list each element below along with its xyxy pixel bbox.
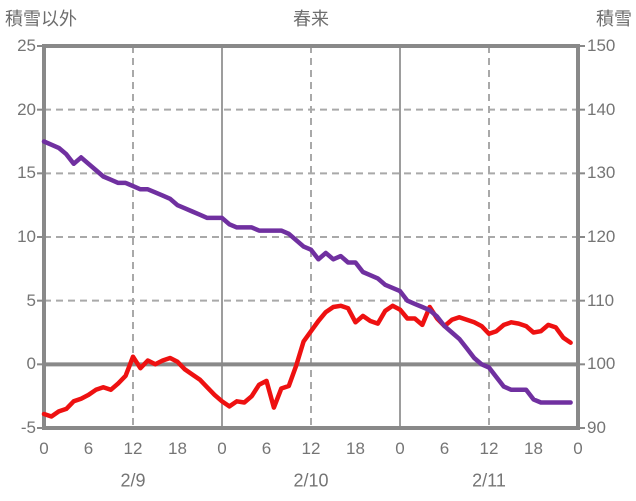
y-right-tick-label: 140	[587, 99, 616, 119]
x-hour-tick-label: 0	[395, 439, 405, 458]
series-line-red	[41, 303, 573, 419]
x-hour-tick-label: 12	[123, 439, 143, 458]
y-left-tick-label: 25	[17, 36, 36, 55]
x-hour-tick-label: 0	[39, 439, 49, 458]
y-left-tick-label: 5	[26, 290, 36, 310]
x-hour-tick-label: 0	[573, 439, 583, 458]
right-axis-title: 積雪	[596, 9, 632, 29]
y-right-tick-label: 150	[587, 36, 616, 55]
x-hour-tick-label: 6	[439, 439, 450, 458]
x-hour-tick-label: 6	[261, 439, 272, 458]
y-right-tick-label: 110	[587, 290, 615, 310]
y-left-tick-label: 15	[17, 163, 36, 183]
x-hour-tick-label: 6	[83, 439, 94, 458]
x-hour-tick-label: 18	[524, 439, 543, 458]
x-date-label: 2/10	[293, 470, 329, 491]
y-right-tick-label: 130	[587, 163, 616, 183]
x-hour-tick-label: 12	[479, 439, 499, 458]
y-right-tick-label: 100	[587, 354, 616, 374]
left-axis-title: 積雪以外	[5, 9, 77, 29]
y-left-tick-label: -5	[20, 418, 36, 437]
y-right-tick-label: 90	[587, 418, 606, 437]
series-line-purple	[41, 139, 573, 405]
y-left-tick-label: 20	[17, 99, 36, 119]
y-left-tick-label: 0	[26, 354, 36, 374]
x-date-label: 2/11	[472, 470, 506, 491]
x-hour-tick-label: 12	[301, 439, 321, 458]
y-right-tick-label: 120	[587, 227, 616, 246]
x-hour-tick-label: 0	[217, 439, 227, 458]
x-date-label: 2/9	[120, 470, 146, 491]
chart-title: 春来	[293, 9, 329, 29]
x-hour-tick-label: 18	[346, 439, 365, 458]
plot-border	[42, 44, 580, 430]
y-left-tick-label: 10	[17, 227, 36, 246]
x-hour-tick-label: 18	[168, 439, 187, 458]
